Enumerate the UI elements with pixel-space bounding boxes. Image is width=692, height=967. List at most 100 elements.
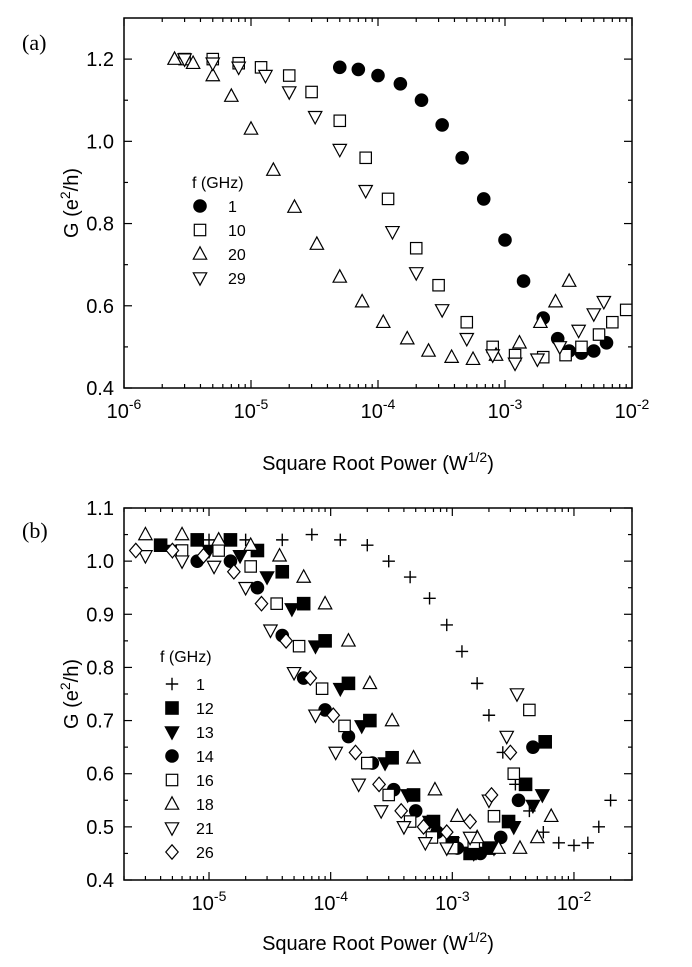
data-point <box>487 809 501 823</box>
data-point <box>507 357 523 372</box>
data-point <box>382 554 395 568</box>
data-point <box>417 836 434 852</box>
legend-label: 1 <box>196 677 205 694</box>
data-point <box>332 268 348 283</box>
data-point <box>279 632 294 649</box>
data-point <box>416 818 431 835</box>
x-tick-label: 10-6 <box>107 396 142 423</box>
panel-b-marks <box>128 526 617 862</box>
series-18ghz <box>137 526 559 854</box>
data-point <box>449 807 466 823</box>
data-point <box>529 353 546 368</box>
data-point <box>276 533 289 547</box>
y-tick-label: 0.5 <box>86 817 114 839</box>
data-point <box>270 597 283 610</box>
data-point <box>381 192 395 206</box>
y-tick-label: 0.4 <box>86 378 114 400</box>
data-point <box>373 805 389 820</box>
data-point <box>275 564 290 579</box>
data-point <box>351 62 366 77</box>
data-point <box>244 560 257 573</box>
data-point <box>575 340 588 354</box>
data-point <box>196 547 211 564</box>
legend-marker <box>193 223 207 237</box>
panel-a-marks <box>166 50 633 372</box>
y-tick-label: 0.4 <box>86 870 114 892</box>
data-point <box>434 304 450 319</box>
legend-label: 13 <box>196 725 214 742</box>
data-point <box>165 542 180 559</box>
legend-label: 10 <box>228 223 246 240</box>
data-point <box>552 836 565 849</box>
data-point <box>327 746 344 761</box>
data-point <box>503 744 518 761</box>
data-point <box>561 272 577 287</box>
data-point <box>202 533 216 547</box>
data-point <box>606 315 619 329</box>
legend-marker <box>165 701 179 715</box>
legend-marker <box>165 773 179 787</box>
data-point <box>153 538 168 552</box>
data-point <box>259 571 275 586</box>
data-point <box>432 278 445 292</box>
series-1ghz <box>202 528 617 852</box>
data-point <box>516 274 531 288</box>
y-tick-label: 0.8 <box>86 214 114 236</box>
data-point <box>371 68 385 83</box>
data-point <box>332 60 347 75</box>
x-tick-label: 10-3 <box>488 396 523 423</box>
data-point <box>465 350 481 366</box>
y-tick-label: 1.1 <box>86 498 114 520</box>
legend-marker <box>193 199 207 213</box>
data-point <box>552 341 568 356</box>
x-tick-label: 10-2 <box>615 396 650 423</box>
data-point <box>295 568 312 583</box>
panel-b-legend: f (GHz) 1 12 13 14 16 18 21 26 <box>160 649 214 862</box>
data-point <box>326 707 341 724</box>
legend-label: 20 <box>228 247 246 264</box>
data-point <box>174 555 190 570</box>
data-point <box>205 67 221 82</box>
data-point <box>420 342 437 357</box>
x-tick-label: 10-4 <box>361 396 396 423</box>
series-21ghz <box>137 550 525 857</box>
panel-b-ylabel: G (e2/h) <box>57 659 83 729</box>
data-point <box>205 57 221 72</box>
data-point <box>409 241 423 255</box>
data-point <box>166 50 183 65</box>
data-point <box>511 793 526 808</box>
data-point <box>334 533 347 547</box>
data-point <box>340 632 357 647</box>
data-point <box>375 313 391 329</box>
data-point <box>399 330 415 345</box>
y-tick-label: 0.8 <box>86 657 114 679</box>
panel-a: (a) 10-6 10-5 10-4 10-3 10-20.40.60.81.01.2 … <box>22 17 650 475</box>
data-point <box>405 749 422 764</box>
data-point <box>592 820 605 834</box>
series-29ghz <box>176 53 612 372</box>
data-point <box>284 603 300 618</box>
data-point <box>137 526 154 541</box>
data-point <box>357 184 374 200</box>
data-point <box>525 799 541 815</box>
data-point <box>414 93 429 108</box>
data-point <box>250 580 265 595</box>
data-point <box>543 807 559 823</box>
data-point <box>206 560 222 575</box>
legend-marker <box>192 272 208 287</box>
panel-a-xlabel: Square Root Power (W1/2) <box>262 449 494 475</box>
panel-a-legend-title: f (GHz) <box>192 175 244 192</box>
y-tick-label: 1.0 <box>86 131 114 153</box>
data-point <box>506 821 522 836</box>
legend-marker <box>165 749 179 763</box>
data-point <box>384 712 400 727</box>
legend-label: 18 <box>196 797 214 814</box>
x-tick-label: 10-5 <box>234 396 269 423</box>
data-point <box>210 531 227 546</box>
data-point <box>518 777 533 792</box>
data-point <box>262 624 279 639</box>
data-point <box>223 533 238 547</box>
data-point <box>307 640 324 655</box>
data-point <box>400 789 416 804</box>
